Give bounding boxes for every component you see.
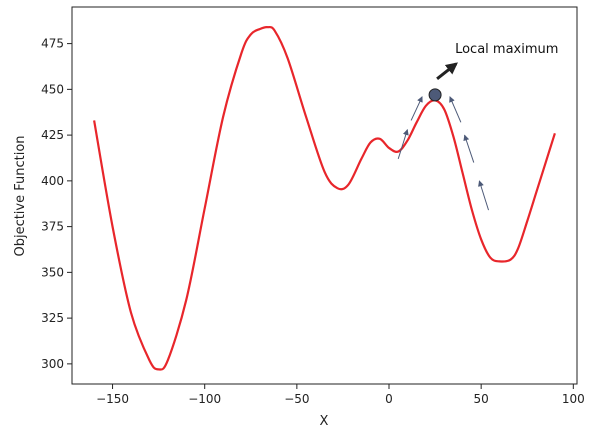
series-line-0 [93,25,556,371]
climb-arrow [463,134,475,163]
x-tick-label: 0 [385,392,393,406]
x-tick-label: −100 [188,392,221,406]
y-ticks: 300 325 350 375 400 425 450 475 [41,37,72,371]
series-layer [93,25,556,371]
y-tick-label: 325 [41,311,64,325]
y-tick-label: 400 [41,174,64,188]
x-ticks: −150 −100 −50 0 50 100 [96,384,585,406]
climb-arrow [478,180,490,211]
climb-arrow [449,96,462,123]
y-tick-label: 300 [41,357,64,371]
y-tick-label: 375 [41,220,64,234]
annotation-label: Local maximum [455,42,558,57]
x-tick-label: −150 [96,392,129,406]
annotation-layer: Local maximum [397,42,558,211]
x-tick-label: −50 [284,392,309,406]
climb-arrow [397,129,409,160]
y-axis-label: Objective Function [13,135,28,256]
y-tick-label: 350 [41,265,64,279]
plot-frame [71,6,578,385]
x-tick-label: 100 [562,392,585,406]
x-tick-label: 50 [474,392,489,406]
x-axis-label: X [320,414,329,429]
local-maximum-marker [428,88,442,102]
y-tick-label: 475 [41,37,64,51]
climb-arrow [410,96,423,121]
y-tick-label: 425 [41,128,64,142]
y-tick-label: 450 [41,82,64,96]
annotation-arrow [436,62,458,81]
